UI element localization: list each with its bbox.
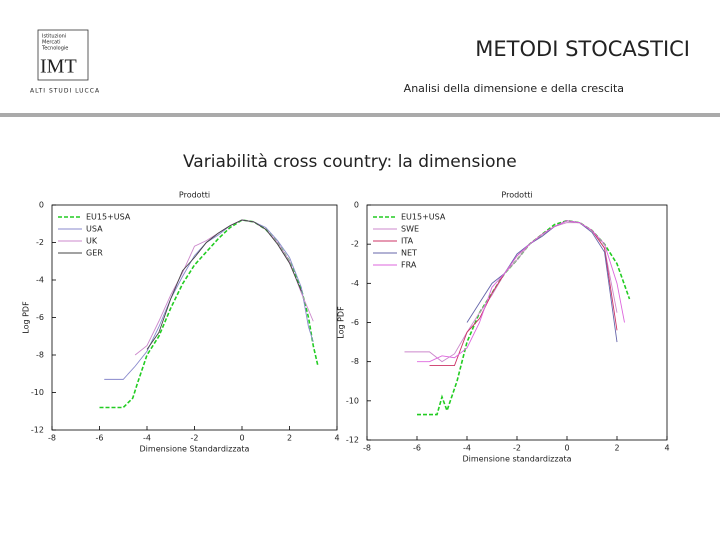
legend-label: EU15+USA: [86, 213, 131, 222]
x-axis-label: Dimensione Standardizzata: [140, 445, 250, 454]
y-tick-label: -8: [351, 357, 359, 366]
logo-tagline: ALTI STUDI LUCCA: [30, 88, 100, 95]
x-tick-label: 0: [564, 444, 569, 453]
logo-line: Mercati: [42, 40, 61, 46]
y-tick-label: -2: [351, 240, 359, 249]
y-tick-label: -8: [36, 351, 44, 360]
series-line: [429, 220, 618, 367]
legend-label: ITA: [401, 237, 414, 246]
x-tick-label: -8: [363, 444, 371, 453]
x-tick-label: 4: [664, 444, 669, 453]
x-tick-label: 2: [614, 444, 619, 453]
y-tick-label: 0: [39, 201, 44, 210]
x-tick-label: -2: [513, 444, 521, 453]
legend-label: FRA: [401, 261, 417, 270]
y-axis-label: Log PDF: [22, 301, 31, 334]
heading: Variabilità cross country: la dimensione: [183, 152, 517, 172]
y-tick-label: -10: [346, 396, 359, 405]
slide-subtitle: Analisi della dimensione e della crescit…: [404, 82, 624, 95]
x-tick-label: -6: [96, 434, 104, 443]
x-tick-label: 2: [287, 434, 292, 443]
logo-line: Istituzioni: [42, 34, 66, 40]
series-line: [99, 219, 319, 409]
chart-title: Prodotti: [501, 191, 532, 200]
series-line: [134, 219, 314, 356]
chart-title: Prodotti: [179, 191, 210, 200]
y-tick-label: -2: [36, 238, 44, 247]
legend-label: GER: [86, 249, 103, 258]
x-tick-label: -6: [413, 444, 421, 453]
x-tick-label: 4: [334, 434, 339, 443]
y-tick-label: -4: [36, 276, 44, 285]
logo-name: IMT: [40, 56, 77, 78]
divider: [0, 113, 720, 117]
series-line: [417, 220, 625, 363]
legend-label: USA: [86, 225, 103, 234]
x-tick-label: -4: [143, 434, 151, 443]
series-line: [104, 219, 314, 380]
y-tick-label: -10: [31, 388, 44, 397]
x-tick-label: 0: [239, 434, 244, 443]
legend-label: EU15+USA: [401, 213, 446, 222]
legend-label: NET: [401, 249, 417, 258]
legend-label: SWE: [401, 225, 419, 234]
logo-frame: [37, 29, 89, 81]
y-tick-label: -4: [351, 279, 359, 288]
logo-line: Tecnologie: [41, 46, 68, 52]
series-line: [146, 219, 302, 350]
y-tick-label: -6: [36, 313, 44, 322]
y-tick-label: -6: [351, 318, 359, 327]
y-tick-label: -12: [31, 426, 44, 435]
series-line: [466, 220, 618, 343]
x-axis-label: Dimensione standardizzata: [462, 455, 571, 464]
x-tick-label: -4: [463, 444, 471, 453]
series-line: [404, 222, 618, 363]
y-tick-label: -12: [346, 436, 359, 445]
legend-label: UK: [86, 237, 98, 246]
y-tick-label: 0: [354, 201, 359, 210]
x-tick-label: -8: [48, 434, 56, 443]
slide-title: METODI STOCASTICI: [475, 37, 690, 61]
x-tick-label: -2: [191, 434, 199, 443]
y-axis-label: Log PDF: [337, 306, 346, 339]
